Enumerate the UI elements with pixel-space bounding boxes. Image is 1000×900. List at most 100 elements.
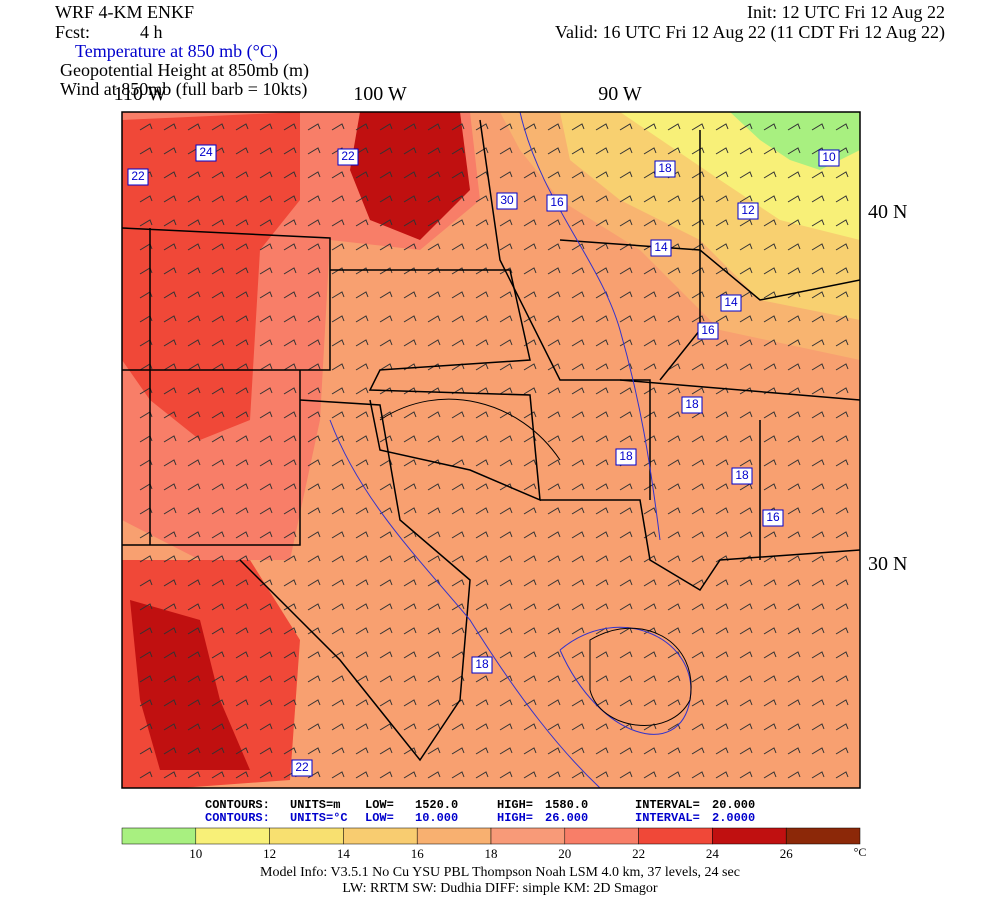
- wind-barb: [187, 459, 201, 467]
- wind-barb: [835, 363, 849, 371]
- wind-barb: [379, 747, 393, 755]
- wind-barb: [307, 123, 321, 131]
- wind-barb: [187, 699, 201, 707]
- wind-barb: [187, 723, 201, 731]
- wind-barb: [475, 339, 489, 347]
- wind-barb: [379, 627, 393, 635]
- wind-barb: [715, 675, 729, 683]
- wind-barb: [475, 651, 489, 659]
- wind-barb: [211, 171, 225, 179]
- wind-barb: [475, 531, 489, 539]
- wind-barb: [811, 699, 825, 707]
- wind-barb: [187, 555, 201, 563]
- wind-barb: [835, 747, 849, 755]
- wind-barb: [547, 387, 561, 395]
- contour-label: 24: [199, 145, 213, 159]
- contour-info: LOW=: [365, 811, 394, 825]
- wind-barb: [835, 675, 849, 683]
- wind-barb: [547, 723, 561, 731]
- wind-barb: [307, 483, 321, 491]
- wind-barb: [307, 459, 321, 467]
- wind-barb: [211, 195, 225, 203]
- wind-barb: [523, 147, 537, 155]
- wind-barb: [667, 459, 681, 467]
- wind-barb: [547, 435, 561, 443]
- wind-barb: [499, 555, 513, 563]
- wind-barb: [259, 411, 273, 419]
- wind-barb: [523, 723, 537, 731]
- wind-barb: [571, 531, 585, 539]
- wind-barb: [715, 699, 729, 707]
- wind-barb: [547, 747, 561, 755]
- wind-barb: [355, 603, 369, 611]
- wind-barb: [139, 147, 153, 155]
- wind-barb: [283, 387, 297, 395]
- wind-barb: [331, 411, 345, 419]
- wind-barb: [163, 555, 177, 563]
- wind-barb: [451, 219, 465, 227]
- wind-barb: [691, 171, 705, 179]
- contour-label-box: [337, 148, 359, 166]
- contour-label: 22: [341, 149, 355, 163]
- wind-barb: [715, 435, 729, 443]
- wind-barb: [355, 675, 369, 683]
- contour-info: 10.000: [415, 811, 458, 825]
- wind-barb: [475, 627, 489, 635]
- wind-barb: [643, 723, 657, 731]
- wind-barb: [283, 555, 297, 563]
- wind-barb: [667, 147, 681, 155]
- wind-barb: [307, 723, 321, 731]
- wind-barb: [835, 651, 849, 659]
- wind-barb: [427, 747, 441, 755]
- wind-barb: [211, 603, 225, 611]
- wind-barb: [499, 699, 513, 707]
- wind-barb: [331, 315, 345, 323]
- wind-barb: [667, 435, 681, 443]
- wind-barb: [283, 291, 297, 299]
- wind-barb: [499, 219, 513, 227]
- wind-barb: [379, 651, 393, 659]
- wind-barb: [211, 675, 225, 683]
- wind-barb: [739, 579, 753, 587]
- wind-barb: [787, 267, 801, 275]
- wind-barb: [643, 507, 657, 515]
- wind-barb: [379, 699, 393, 707]
- wind-barb: [331, 699, 345, 707]
- contour-info: CONTOURS:: [205, 798, 270, 812]
- wind-barb: [667, 219, 681, 227]
- wind-barb: [259, 459, 273, 467]
- wind-barb: [283, 483, 297, 491]
- wind-barb: [667, 267, 681, 275]
- wind-barb: [691, 747, 705, 755]
- wind-barb: [667, 771, 681, 779]
- wind-barb: [211, 627, 225, 635]
- wind-barb: [211, 771, 225, 779]
- wind-barb: [595, 315, 609, 323]
- colorbar-label: 26: [780, 846, 794, 861]
- wind-barb: [403, 771, 417, 779]
- wind-barb: [139, 627, 153, 635]
- wind-barb: [139, 771, 153, 779]
- wind-barb: [403, 723, 417, 731]
- wind-barb: [475, 507, 489, 515]
- wind-barb: [331, 555, 345, 563]
- wind-barb: [739, 531, 753, 539]
- wind-barb: [811, 243, 825, 251]
- wind-barb: [355, 315, 369, 323]
- wind-barb: [259, 147, 273, 155]
- wind-barb: [187, 747, 201, 755]
- wind-barb: [547, 339, 561, 347]
- wind-barb: [307, 699, 321, 707]
- wind-barb: [235, 123, 249, 131]
- wind-barb: [403, 507, 417, 515]
- wind-barb: [667, 291, 681, 299]
- wind-barb: [307, 747, 321, 755]
- wind-barb: [163, 147, 177, 155]
- wind-barb: [499, 771, 513, 779]
- colorbar-segment: [564, 827, 639, 845]
- wind-barb: [187, 291, 201, 299]
- wind-barb: [451, 435, 465, 443]
- wind-barb: [763, 459, 777, 467]
- wind-barb: [643, 459, 657, 467]
- wind-barb: [787, 651, 801, 659]
